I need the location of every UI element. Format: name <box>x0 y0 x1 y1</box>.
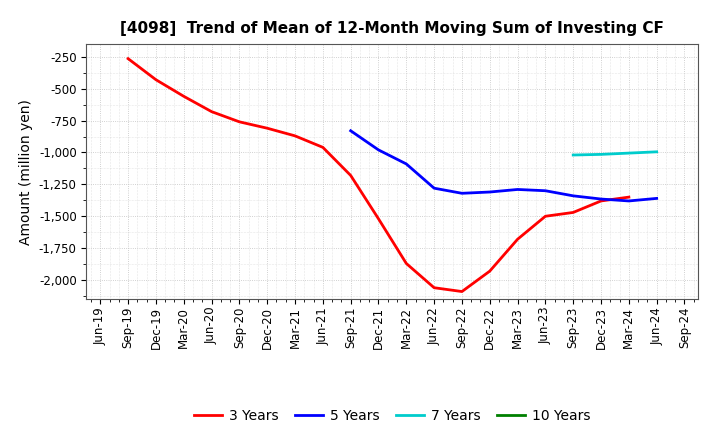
5 Years <box>569 193 577 198</box>
5 Years <box>458 191 467 196</box>
3 Years <box>291 133 300 139</box>
Y-axis label: Amount (million yen): Amount (million yen) <box>19 99 33 245</box>
3 Years <box>513 237 522 242</box>
3 Years <box>152 77 161 82</box>
5 Years <box>597 196 606 202</box>
7 Years <box>624 150 633 156</box>
5 Years <box>430 186 438 191</box>
Title: [4098]  Trend of Mean of 12-Month Moving Sum of Investing CF: [4098] Trend of Mean of 12-Month Moving … <box>120 21 665 36</box>
3 Years <box>569 210 577 215</box>
7 Years <box>652 149 661 154</box>
3 Years <box>235 119 243 125</box>
5 Years <box>513 187 522 192</box>
5 Years <box>346 128 355 133</box>
3 Years <box>263 125 271 131</box>
Line: 7 Years: 7 Years <box>573 152 657 155</box>
5 Years <box>652 196 661 201</box>
3 Years <box>346 173 355 178</box>
5 Years <box>402 161 410 167</box>
5 Years <box>374 147 383 153</box>
7 Years <box>569 152 577 158</box>
3 Years <box>458 289 467 294</box>
3 Years <box>597 198 606 204</box>
3 Years <box>624 194 633 200</box>
Line: 3 Years: 3 Years <box>128 59 629 292</box>
3 Years <box>124 56 132 61</box>
3 Years <box>179 94 188 99</box>
5 Years <box>624 198 633 204</box>
Line: 5 Years: 5 Years <box>351 131 657 201</box>
5 Years <box>485 189 494 194</box>
7 Years <box>597 152 606 157</box>
3 Years <box>374 216 383 221</box>
3 Years <box>541 213 550 219</box>
3 Years <box>402 261 410 266</box>
3 Years <box>207 109 216 114</box>
Legend: 3 Years, 5 Years, 7 Years, 10 Years: 3 Years, 5 Years, 7 Years, 10 Years <box>189 403 596 428</box>
3 Years <box>430 285 438 290</box>
3 Years <box>318 145 327 150</box>
3 Years <box>485 268 494 274</box>
5 Years <box>541 188 550 193</box>
